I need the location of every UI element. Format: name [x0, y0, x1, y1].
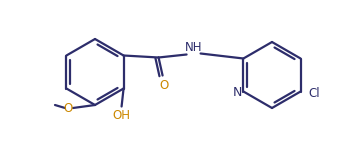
Text: O: O — [159, 79, 168, 92]
Text: N: N — [233, 86, 242, 99]
Text: O: O — [63, 103, 73, 116]
Text: OH: OH — [113, 109, 131, 122]
Text: Cl: Cl — [309, 87, 320, 100]
Text: NH: NH — [185, 41, 202, 54]
